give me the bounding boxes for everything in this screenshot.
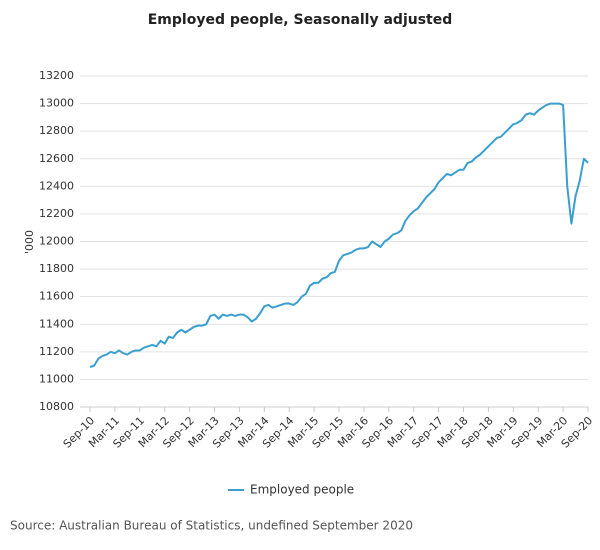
y-tick-label: 11200	[39, 345, 74, 358]
y-tick-label: 12600	[39, 152, 74, 165]
legend-label: Employed people	[250, 483, 354, 497]
y-tick-label: 13200	[39, 69, 74, 82]
y-tick-label: 11800	[39, 262, 74, 275]
y-tick-label: 10800	[39, 400, 74, 413]
y-tick-label: 13000	[39, 97, 74, 110]
y-axis-label: '000	[23, 230, 36, 254]
y-tick-label: 12200	[39, 207, 74, 220]
y-tick-label: 11400	[39, 317, 74, 330]
source-note: Source: Australian Bureau of Statistics,…	[10, 519, 413, 533]
y-tick-label: 12400	[39, 179, 74, 192]
data-line	[89, 102, 589, 368]
y-tick-label: 11600	[39, 290, 74, 303]
y-tick-label: 11000	[39, 372, 74, 385]
chart-title: Employed people, Seasonally adjusted	[148, 12, 453, 28]
y-tick-label: 12800	[39, 124, 74, 137]
y-tick-label: 12000	[39, 235, 74, 248]
